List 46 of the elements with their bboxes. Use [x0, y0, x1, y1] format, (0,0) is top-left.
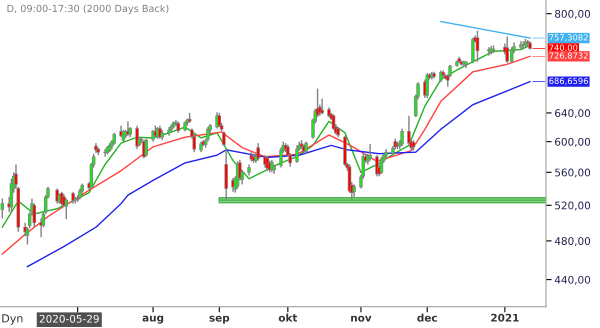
- text: Dyn: [2, 314, 22, 325]
- candlestick: [368, 143, 372, 162]
- annotation: 686,6596: [549, 78, 588, 85]
- x-tick-label: sep: [209, 316, 230, 324]
- candlestick: [144, 138, 148, 158]
- candlestick: [183, 120, 187, 132]
- x-tick-label: 2021: [491, 314, 519, 322]
- x-tick-label: okt: [278, 314, 298, 322]
- candlestick: [188, 112, 192, 124]
- candlestick: [78, 188, 82, 200]
- candlestick: [304, 140, 308, 154]
- candlestick: [256, 142, 260, 162]
- candlestick: [112, 132, 116, 146]
- y-tick-label: 480,00: [554, 237, 590, 246]
- candlestick: [0, 198, 4, 219]
- candlestick: [471, 36, 475, 64]
- candlestick: [160, 129, 164, 141]
- candlestick: [320, 98, 324, 116]
- y-tick-label: 520,00: [555, 202, 590, 210]
- candlestick: [247, 164, 251, 176]
- candlestick: [199, 140, 203, 153]
- annotation: 740,00: [549, 44, 578, 52]
- candlestick: [375, 154, 379, 178]
- y-tick-label: 800,00: [555, 10, 590, 19]
- annotation: 757,3082: [549, 34, 588, 42]
- candlestick: [425, 72, 429, 99]
- x-tick-label: nov: [351, 316, 372, 322]
- y-tick-label: 560,00: [555, 168, 590, 178]
- y-tick-label: 600,00: [555, 138, 590, 147]
- candlestick: [336, 126, 340, 138]
- x-tick-label: dec: [417, 314, 437, 322]
- text: 2020-05-29: [40, 314, 99, 323]
- candlestick: [400, 128, 404, 147]
- candlestick: [407, 115, 411, 147]
- candlestick: [71, 191, 75, 204]
- y-tick-label: 440,00: [554, 276, 590, 285]
- candlestick: [352, 184, 356, 198]
- candlestick: [108, 142, 112, 153]
- candlestick: [272, 164, 276, 175]
- candlestick: [384, 148, 388, 159]
- annotation: 726,8732: [549, 52, 588, 60]
- x-tick-label: aug: [142, 316, 164, 324]
- y-tick-label: 640,00: [555, 109, 590, 118]
- candlestick: [64, 198, 68, 220]
- candlestick: [218, 112, 222, 128]
- chart-title: D, 09:00-17:30 (2000 Days Back): [8, 4, 168, 14]
